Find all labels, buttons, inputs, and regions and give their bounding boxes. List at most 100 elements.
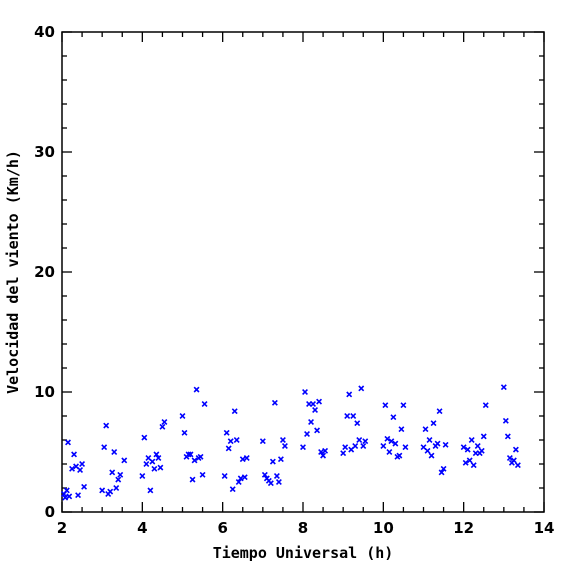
tick-labels: 2 4 6 8 10 12 14 0 10 20 30 40 [34, 23, 554, 537]
data-point [197, 453, 204, 460]
data-point [480, 433, 487, 440]
data-point [143, 461, 150, 467]
data-point [380, 443, 387, 449]
data-point [141, 434, 148, 441]
data-point [181, 429, 188, 436]
data-point [320, 452, 327, 459]
data-point [189, 476, 196, 483]
data-point [179, 413, 186, 419]
data-point [422, 426, 429, 433]
data-point [438, 469, 445, 476]
data-point [500, 384, 507, 391]
data-point [504, 433, 511, 440]
data-point [464, 446, 471, 453]
y-tick-label: 20 [34, 263, 55, 281]
data-point [115, 476, 122, 483]
x-tick-label: 10 [373, 519, 394, 537]
data-point [63, 487, 70, 494]
data-point [354, 420, 361, 427]
data-point [512, 446, 519, 453]
data-point [77, 467, 84, 473]
data-point [358, 385, 365, 392]
data-point [117, 471, 124, 478]
data-point [478, 447, 485, 454]
data-point [362, 438, 369, 445]
data-point [187, 451, 194, 458]
data-point [113, 485, 120, 491]
data-point [382, 402, 389, 409]
data-point [161, 419, 168, 425]
data-point [350, 413, 357, 419]
data-point [436, 408, 443, 415]
data-point [151, 465, 158, 472]
data-point [302, 389, 308, 395]
x-tick-label: 4 [137, 519, 147, 537]
data-point [221, 473, 228, 479]
data-point [99, 487, 106, 494]
data-point [279, 437, 286, 443]
data-point [139, 473, 146, 479]
data-point [426, 437, 433, 443]
data-point [400, 402, 407, 409]
data-point [66, 493, 73, 500]
data-point [193, 386, 200, 393]
data-point [308, 419, 314, 425]
data-point [227, 438, 234, 445]
data-point [344, 413, 351, 419]
y-tick-label: 0 [45, 503, 55, 521]
data-point [75, 492, 82, 499]
data-point [241, 474, 248, 481]
data-point [342, 444, 349, 451]
data-point [346, 391, 353, 398]
y-tick-label: 40 [34, 23, 55, 41]
data-points [61, 384, 521, 501]
data-point [396, 452, 403, 459]
data-point [356, 437, 363, 443]
data-point [269, 458, 276, 465]
data-point [300, 444, 306, 451]
data-point [191, 457, 198, 464]
data-point [101, 444, 108, 451]
data-point [466, 457, 473, 464]
data-point [225, 445, 232, 452]
data-point [281, 443, 288, 449]
data-point [428, 452, 435, 459]
data-point [185, 451, 192, 458]
x-tick-label: 6 [217, 519, 227, 537]
data-point [352, 443, 359, 449]
data-point [62, 494, 69, 501]
data-point [223, 429, 230, 436]
data-point [65, 439, 71, 446]
data-point [316, 398, 323, 405]
data-point [312, 407, 319, 413]
data-point [442, 441, 449, 448]
data-point [482, 402, 489, 409]
data-point [502, 417, 509, 424]
data-point [155, 455, 162, 461]
data-point [430, 420, 437, 427]
data-point [147, 487, 154, 494]
data-point [392, 440, 399, 447]
data-point [79, 461, 86, 467]
data-point [424, 447, 431, 454]
data-point [267, 480, 274, 487]
y-tick-label: 30 [34, 143, 55, 161]
data-point [109, 469, 116, 476]
data-point [390, 414, 397, 421]
data-point [440, 465, 447, 472]
data-point [261, 471, 268, 478]
data-point [460, 444, 467, 451]
axis-ticks [61, 31, 545, 513]
data-point [462, 459, 469, 466]
data-point [71, 451, 78, 458]
data-point [149, 458, 156, 465]
data-point [388, 438, 395, 445]
data-point [398, 426, 405, 433]
data-point [360, 443, 367, 449]
data-point [468, 437, 475, 443]
y-axis-title: Velocidad del viento (Km/h) [4, 150, 22, 394]
data-point [318, 449, 325, 455]
data-point [273, 473, 280, 479]
data-point [386, 449, 393, 455]
